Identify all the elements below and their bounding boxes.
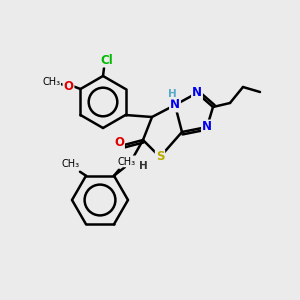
Text: N: N — [192, 86, 202, 100]
Text: N: N — [202, 121, 212, 134]
Text: H: H — [168, 89, 176, 99]
Text: O: O — [64, 80, 74, 92]
Text: S: S — [156, 151, 164, 164]
Text: O: O — [114, 136, 124, 148]
Text: CH₃: CH₃ — [42, 77, 61, 87]
Text: Cl: Cl — [100, 53, 113, 67]
Text: CH₃: CH₃ — [118, 157, 136, 167]
Text: N: N — [127, 157, 137, 169]
Text: N: N — [170, 98, 180, 112]
Text: CH₃: CH₃ — [62, 159, 80, 169]
Text: H: H — [139, 161, 147, 171]
